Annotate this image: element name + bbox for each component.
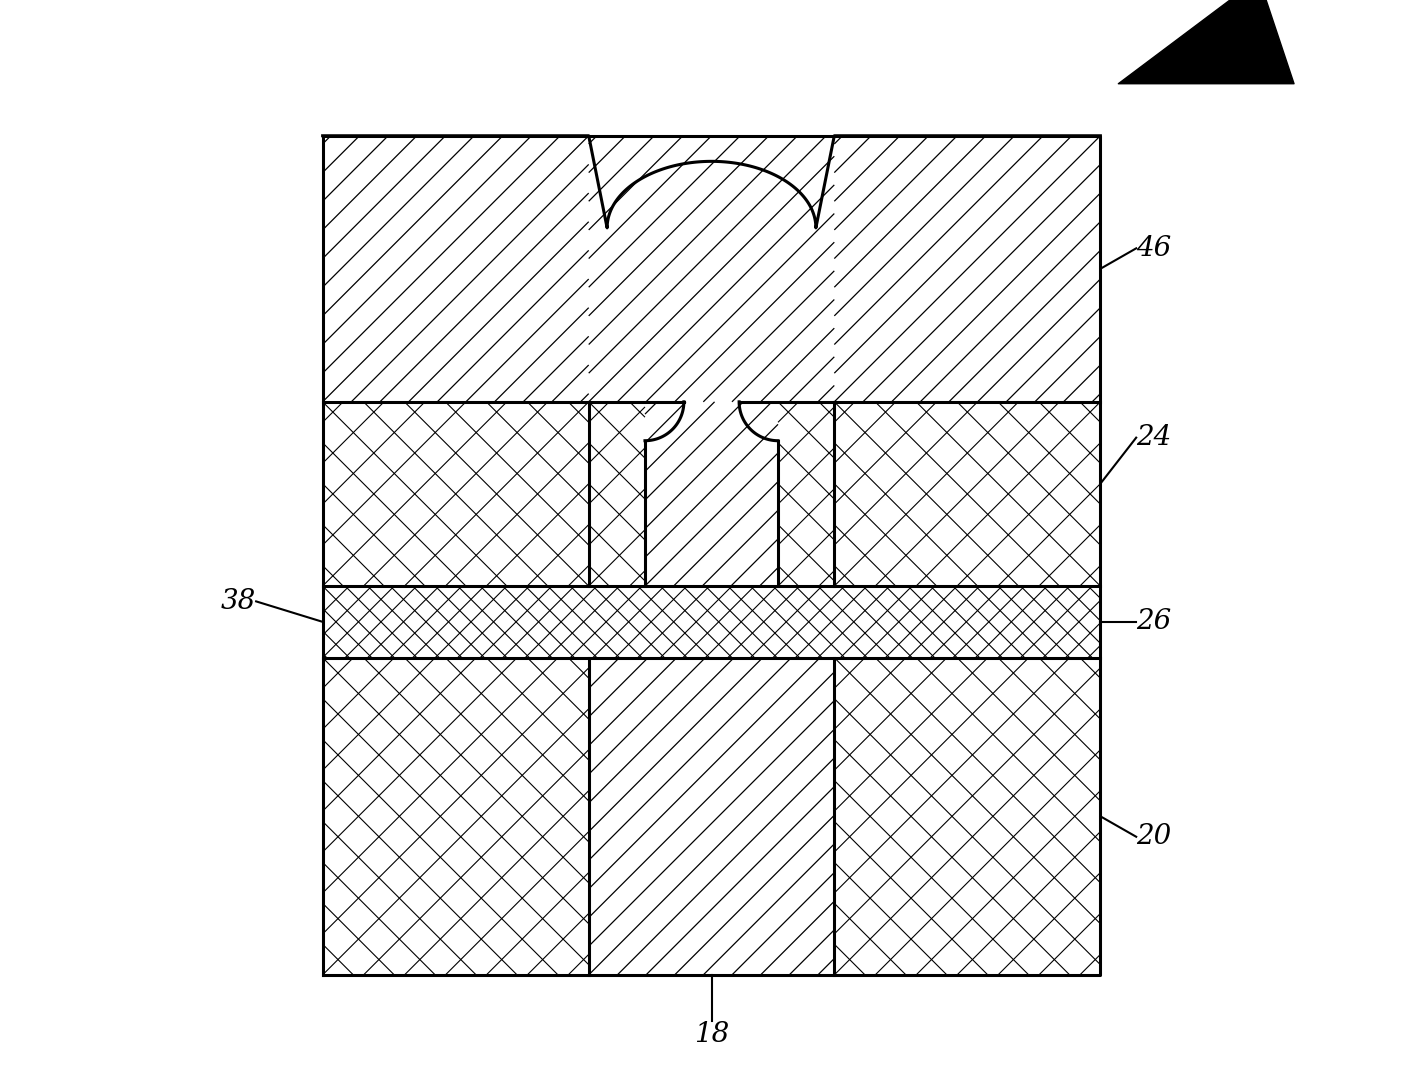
Text: 26: 26 [1136,608,1171,635]
Text: 18: 18 [694,1021,729,1048]
Text: 20: 20 [1136,824,1171,850]
Text: 46: 46 [1136,235,1171,261]
Text: 38: 38 [221,588,256,615]
Text: 48: 48 [1173,55,1207,83]
Text: 24: 24 [1136,425,1171,451]
